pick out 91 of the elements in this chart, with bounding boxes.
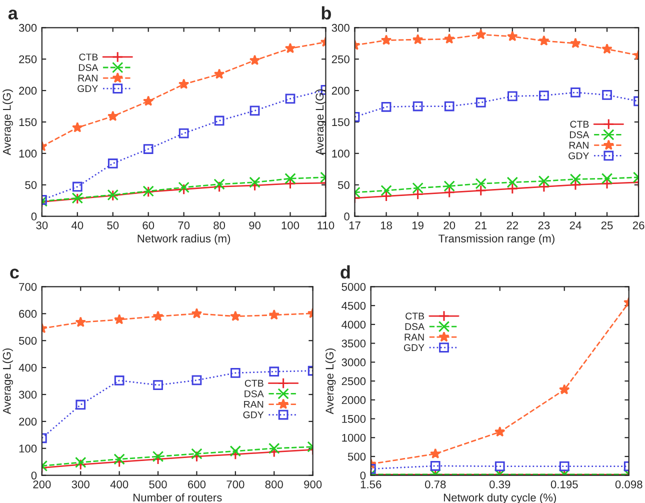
x-tick-label: 17: [349, 222, 360, 230]
y-tick-label: 3000: [342, 358, 366, 366]
x-tick-label: 500: [149, 480, 167, 488]
x-tick-label: 24: [570, 221, 582, 230]
legend-label: GDY: [568, 152, 589, 160]
y-tick-label: 2500: [342, 377, 366, 386]
x-tick-label: 80: [214, 221, 226, 230]
x-tick-label: 18: [380, 221, 392, 230]
legend-label: CTB: [79, 54, 98, 60]
x-tick-label: 21: [475, 221, 487, 230]
y-tick-label: 300: [332, 24, 350, 32]
legend-label: RAN: [569, 142, 588, 149]
y-tick-label: 300: [18, 390, 37, 399]
y-tick-label: 4500: [342, 302, 366, 310]
legend-label: DSA: [78, 64, 98, 71]
y-tick-label: 2000: [342, 396, 366, 404]
y-tick-label: 300: [18, 24, 37, 32]
legend-label: CTB: [244, 380, 264, 387]
x-tick-label: 50: [107, 221, 119, 230]
legend-label: CTB: [570, 120, 589, 128]
x-tick-label: 600: [188, 480, 206, 488]
x-tick-label: 25: [601, 221, 613, 230]
y-tick-label: 500: [348, 452, 366, 461]
x-axis-title: Transmission range (m): [438, 234, 554, 245]
x-tick-label: 100: [282, 221, 300, 230]
y-axis-title: Average L(G): [325, 348, 336, 414]
y-tick-label: 400: [18, 364, 37, 372]
x-tick-label: 110: [318, 221, 334, 230]
y-tick-label: 0: [344, 212, 350, 220]
legend-label: GDY: [404, 344, 424, 352]
chart-title: c: [10, 268, 19, 279]
y-tick-label: 200: [19, 86, 37, 95]
y-tick-label: 0: [360, 472, 366, 480]
y-tick-label: 250: [332, 55, 350, 64]
y-tick-label: 250: [19, 55, 37, 64]
y-tick-label: 600: [19, 310, 37, 318]
y-axis-title: Average L(G): [315, 89, 326, 156]
y-tick-label: 0: [31, 212, 37, 220]
x-axis-title: Network radius (m): [138, 234, 230, 245]
legend-label: CTB: [406, 312, 424, 320]
x-tick-label: 70: [178, 221, 190, 230]
x-axis-title: Number of routers: [134, 493, 222, 502]
x-tick-label: 90: [249, 221, 261, 230]
legend-label: DSA: [405, 323, 425, 330]
y-tick-label: 150: [332, 118, 350, 126]
x-tick-label: 19: [412, 221, 424, 230]
chart-title: b: [322, 6, 331, 20]
x-tick-label: 20: [444, 221, 456, 230]
x-tick-label: 400: [110, 480, 128, 488]
legend-label: RAN: [78, 74, 98, 82]
y-tick-label: 5000: [342, 282, 366, 291]
legend-label: GDY: [78, 85, 98, 92]
y-tick-label: 700: [19, 282, 37, 291]
y-tick-label: 200: [19, 418, 37, 426]
chart-title: a: [8, 10, 18, 20]
y-tick-label: 500: [18, 336, 37, 345]
x-tick-label: 0.098: [615, 480, 642, 488]
x-tick-label: 30: [36, 221, 48, 230]
y-tick-label: 150: [19, 118, 37, 126]
legend-label: DSA: [570, 131, 590, 138]
x-tick-label: 22: [506, 221, 518, 230]
x-tick-label: 40: [71, 221, 84, 230]
y-tick-label: 50: [25, 181, 37, 189]
y-tick-label: 100: [19, 150, 37, 158]
y-tick-label: 4000: [342, 320, 366, 329]
y-axis-title: Average L(G): [2, 89, 13, 156]
y-axis-title: Average L(G): [2, 348, 13, 414]
y-tick-label: 1500: [342, 415, 366, 423]
y-tick-label: 200: [332, 86, 350, 95]
y-tick-label: 100: [332, 150, 350, 158]
y-tick-label: 50: [338, 181, 350, 189]
y-tick-label: 3500: [342, 340, 366, 348]
chart-title: d: [340, 265, 350, 279]
y-tick-label: 1000: [342, 434, 366, 442]
legend-label: GDY: [243, 411, 264, 418]
x-tick-label: 23: [538, 221, 550, 230]
x-tick-label: 26: [632, 221, 644, 230]
legend-label: RAN: [404, 334, 424, 340]
x-tick-label: 700: [226, 480, 244, 488]
x-tick-label: 800: [265, 480, 283, 488]
x-tick-label: 300: [72, 480, 90, 488]
x-tick-label: 1.56: [360, 480, 382, 488]
x-tick-label: 0.195: [550, 480, 578, 488]
y-tick-label: 0: [31, 472, 37, 480]
x-tick-label: 60: [142, 221, 154, 230]
x-tick-label: 0.78: [424, 480, 446, 488]
x-tick-label: 900: [304, 480, 322, 488]
legend-label: RAN: [244, 400, 264, 408]
x-tick-label: 0.39: [489, 480, 510, 488]
legend-label: DSA: [244, 390, 264, 398]
y-tick-label: 100: [19, 444, 37, 453]
